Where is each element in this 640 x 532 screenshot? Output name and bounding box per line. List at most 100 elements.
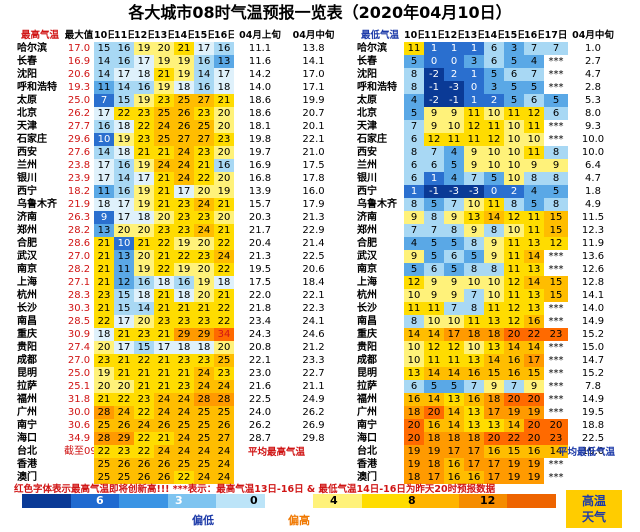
temp-cell: 14 bbox=[404, 328, 424, 341]
temp-cell: 9 bbox=[524, 380, 544, 393]
temp-cell: 29 bbox=[114, 432, 134, 445]
temp-cell: 21 bbox=[114, 367, 134, 380]
temp-cell: 17 bbox=[94, 107, 114, 120]
temp-cell: 14.0 bbox=[581, 302, 605, 314]
temp-cell: 5 bbox=[424, 250, 444, 263]
legend-tick-label: 0 bbox=[250, 494, 258, 507]
temp-cell: 21 bbox=[174, 42, 194, 55]
temp-cell: 22 bbox=[114, 107, 134, 120]
temp-cell: 11 bbox=[484, 198, 504, 211]
record-max-cell: 30.3 bbox=[67, 302, 91, 314]
temp-cell: 4 bbox=[444, 172, 464, 185]
temp-cell: 21 bbox=[154, 302, 174, 315]
temp-cell: 8 bbox=[484, 263, 504, 276]
temp-cell: 14 bbox=[544, 445, 568, 458]
temp-cell: 15 bbox=[544, 276, 568, 289]
temp-cell: 14 bbox=[94, 146, 114, 159]
temp-cell: 16 bbox=[484, 445, 504, 458]
city-name: 哈尔滨 bbox=[17, 42, 47, 54]
temp-cell: 22 bbox=[174, 250, 194, 263]
temp-cell: 4.9 bbox=[585, 198, 601, 210]
temp-cell: 24 bbox=[154, 445, 174, 458]
table-row: 合肥 4 5 5 8 9 11 13 12 11.9 bbox=[356, 237, 618, 250]
table-row: 海口 34.9 28 29 22 21 24 25 27 28.7 29.8 bbox=[16, 432, 341, 445]
legend-warm-label: 偏高 bbox=[288, 514, 310, 527]
temp-cell: 2.7 bbox=[585, 55, 601, 67]
temp-cell: 16 bbox=[524, 315, 544, 328]
table-row: 哈尔滨 11 1 1 1 6 3 7 7 1.0 bbox=[356, 42, 618, 55]
temp-cell: 13 bbox=[404, 367, 424, 380]
temp-cell: 21 bbox=[214, 289, 234, 302]
table-row: 太原 25.0 7 15 19 23 25 27 21 18.6 19.9 bbox=[16, 94, 341, 107]
record-max-cell: 28.5 bbox=[67, 315, 91, 327]
temp-cell: 26 bbox=[114, 419, 134, 432]
temp-cell: -3 bbox=[464, 185, 484, 198]
city-name: 香港 bbox=[357, 458, 377, 470]
temp-cell: 21 bbox=[154, 380, 174, 393]
temp-cell: 16 bbox=[134, 81, 154, 94]
temp-cell: 24 bbox=[194, 380, 214, 393]
city-name: 长春 bbox=[357, 55, 377, 67]
temp-cell: 20 bbox=[504, 328, 524, 341]
temp-cell: 11 bbox=[94, 81, 114, 94]
temp-cell: 6 bbox=[404, 159, 424, 172]
temp-cell: 22.1 bbox=[302, 133, 325, 145]
table-row: 呼和浩特 19.3 11 14 16 19 18 16 18 14.0 17.1 bbox=[16, 81, 341, 94]
min-temp-table: 最低气温 10日 11日 12日 13日 14日 15日 16日 17日 04月中旬 哈尔滨 11 1… bbox=[356, 29, 618, 484]
temp-cell: 11 bbox=[504, 250, 524, 263]
temp-cell: 19 bbox=[94, 367, 114, 380]
temp-cell: 22 bbox=[134, 445, 154, 458]
temp-cell: *** bbox=[548, 393, 564, 405]
temp-cell: 11 bbox=[424, 302, 444, 315]
temp-cell: 23 bbox=[174, 198, 194, 211]
temp-cell: 6 bbox=[484, 55, 504, 68]
temp-cell: 23 bbox=[134, 393, 154, 406]
temp-cell: 7 bbox=[524, 42, 544, 55]
temp-cell: 25 bbox=[194, 120, 214, 133]
temp-cell: 19 bbox=[134, 185, 154, 198]
temp-cell: 19 bbox=[504, 406, 524, 419]
temp-cell: 9 bbox=[484, 380, 504, 393]
temp-cell: 14 bbox=[134, 302, 154, 315]
table-row: 上海 27.1 21 12 16 18 16 19 18 17.5 18.4 bbox=[16, 276, 341, 289]
temp-cell: 21 bbox=[194, 302, 214, 315]
temp-cell: 24 bbox=[194, 224, 214, 237]
temp-cell: 15 bbox=[524, 367, 544, 380]
city-name: 沈阳 bbox=[357, 68, 377, 80]
record-max-cell: 28.2 bbox=[67, 224, 91, 236]
record-max-cell: 30.6 bbox=[67, 419, 91, 431]
temp-cell: 14 bbox=[484, 354, 504, 367]
temp-cell: 18 bbox=[154, 276, 174, 289]
temp-cell: 11 bbox=[464, 315, 484, 328]
table-row: 济南 9 8 9 13 14 12 11 15 11.5 bbox=[356, 211, 618, 224]
table-row: 呼和浩特 8 -1 -3 0 3 5 5 *** 2.8 bbox=[356, 81, 618, 94]
table-row: 香港 25 26 26 26 25 25 24 bbox=[16, 458, 341, 471]
temp-cell: 19 bbox=[154, 55, 174, 68]
city-name: 台北 bbox=[17, 445, 37, 457]
temp-cell: 22 bbox=[154, 263, 174, 276]
temp-cell: 12 bbox=[444, 341, 464, 354]
temp-cell: 24 bbox=[214, 471, 234, 484]
city-name: 乌鲁木齐 bbox=[17, 198, 57, 210]
temp-cell: 15.2 bbox=[581, 328, 605, 340]
temp-cell: 16 bbox=[174, 276, 194, 289]
city-name: 呼和浩特 bbox=[17, 81, 57, 93]
temp-cell: 18.1 bbox=[248, 120, 272, 132]
temp-cell: 18 bbox=[94, 328, 114, 341]
temp-cell: 27 bbox=[214, 432, 234, 445]
column-header: 16日 bbox=[524, 29, 544, 41]
temp-cell: 5 bbox=[444, 380, 464, 393]
temp-cell: 22 bbox=[134, 120, 154, 133]
temp-cell: 10 bbox=[504, 146, 524, 159]
temp-cell: 4 bbox=[444, 146, 464, 159]
temp-cell: 1 bbox=[464, 94, 484, 107]
record-max-cell: 16.9 bbox=[67, 55, 91, 67]
temp-cell: 14 bbox=[444, 419, 464, 432]
table-row: 乌鲁木齐 8 5 7 10 11 8 5 8 4.9 bbox=[356, 198, 618, 211]
temp-cell: 21 bbox=[154, 328, 174, 341]
temp-cell: 14 bbox=[114, 172, 134, 185]
temp-cell: 26.2 bbox=[302, 406, 325, 418]
temp-cell: 20 bbox=[214, 341, 234, 354]
temp-cell: 29.8 bbox=[302, 432, 325, 444]
temp-cell: 19 bbox=[134, 42, 154, 55]
